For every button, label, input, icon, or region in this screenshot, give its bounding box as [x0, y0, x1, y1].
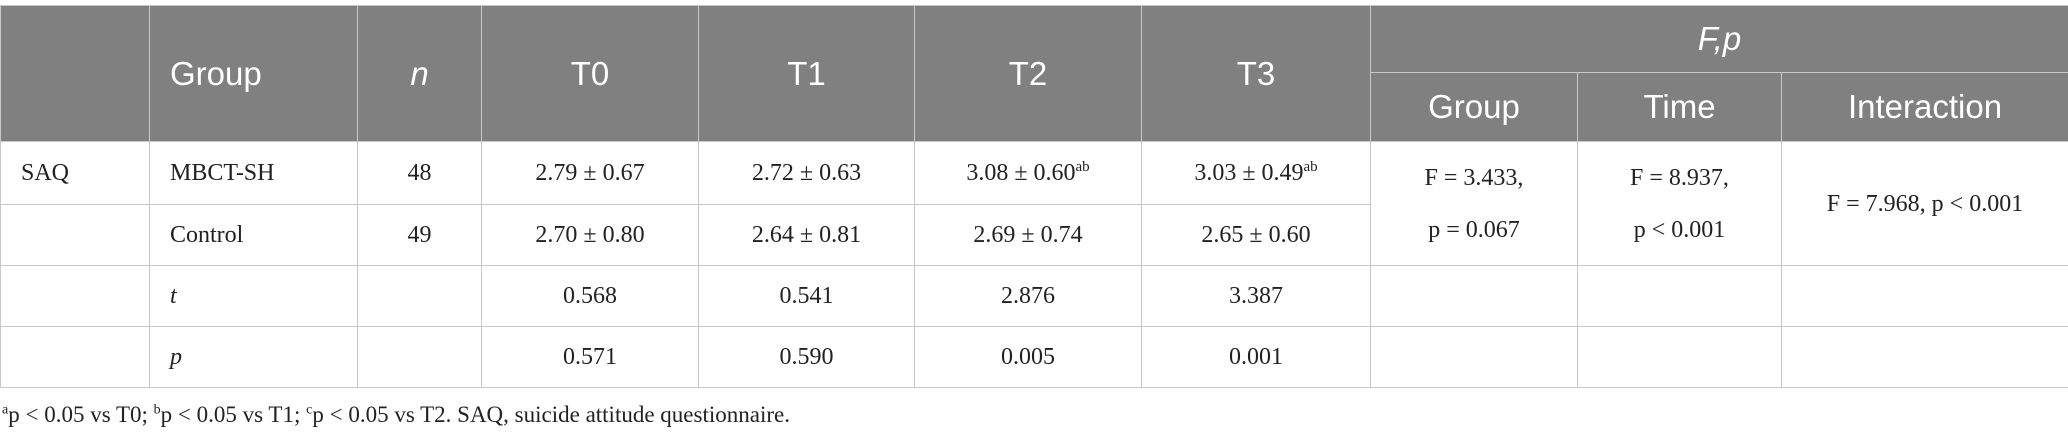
footnote-text: p < 0.05 vs T0;	[8, 402, 148, 427]
header-cell: Interaction	[1780, 72, 2068, 142]
value-text: 0.568	[563, 282, 617, 309]
stat-cell: F = 8.937, p < 0.001	[1577, 141, 1782, 266]
value-text: 2.79 ± 0.67	[535, 159, 645, 186]
value-text: 3.03 ± 0.49	[1194, 160, 1304, 186]
value-cell: 2.876	[914, 265, 1142, 327]
value-cell: 0.568	[481, 265, 699, 327]
value-text: 2.65 ± 0.60	[1201, 221, 1311, 248]
row-label	[0, 265, 150, 327]
value-cell: 2.69 ± 0.74	[914, 204, 1142, 266]
row-label	[0, 326, 150, 388]
value-cell: 2.70 ± 0.80	[481, 204, 699, 266]
header-cell: Group	[149, 5, 358, 142]
header-row: Group Time Interaction	[1, 72, 2068, 142]
table-header: Group n T0 T1 T2 T3 F,p Group Time Interaction	[0, 5, 2068, 142]
value-text: 3.08 ± 0.60	[966, 160, 1076, 186]
superscript: ab	[1303, 159, 1318, 175]
stat-line: F = 8.937,	[1630, 164, 1729, 191]
header-row: Group n T0 T1 T2 T3 F,p	[0, 5, 2068, 142]
value-cell: 2.72 ± 0.63	[698, 141, 915, 205]
value-cell: 3.387	[1141, 265, 1371, 327]
n-cell	[357, 265, 482, 327]
header-cell: T0	[481, 5, 699, 142]
stat-cell: F = 7.968, p < 0.001	[1780, 141, 2068, 266]
empty-cell	[1370, 326, 1578, 388]
group-cell: MBCT-SH	[149, 141, 358, 205]
footnote-mark: a	[2, 402, 9, 418]
empty-cell	[1577, 326, 1782, 388]
value-text: 2.70 ± 0.80	[535, 221, 645, 248]
value-text: 2.72 ± 0.63	[751, 159, 862, 186]
n-cell: 49	[357, 204, 482, 266]
value-cell: 0.571	[481, 326, 699, 388]
header-cell: T3	[1141, 5, 1371, 142]
stat-line: p < 0.001	[1633, 216, 1726, 243]
footnote-tail: SAQ, suicide attitude questionnaire.	[457, 402, 790, 427]
row-label	[0, 204, 150, 266]
value-cell: 2.79 ± 0.67	[481, 141, 699, 205]
value-text: 2.69 ± 0.74	[973, 221, 1083, 248]
value-text: 0.571	[563, 343, 617, 370]
table-row: Control 49 2.70 ± 0.80 2.64 ± 0.81 2.69 ± 0.…	[0, 204, 2068, 266]
table-row: t 0.568 0.541 2.876 3.387	[0, 265, 2068, 327]
value-text: 3.387	[1229, 282, 1283, 309]
value-cell: 2.64 ± 0.81	[698, 204, 915, 266]
empty-cell	[1370, 265, 1578, 327]
value-cell: 0.541	[698, 265, 915, 327]
value-cell: 3.08 ± 0.60ab	[914, 141, 1142, 205]
header-cell: F,p	[1369, 5, 2068, 73]
table-row: SAQ MBCT-SH 48 2.79 ± 0.67 2.72 ± 0.63 3.08 ±…	[0, 141, 2068, 266]
superscript: ab	[1075, 159, 1090, 175]
stat-line: p = 0.067	[1428, 216, 1520, 243]
value-text: 2.64 ± 0.81	[751, 221, 862, 248]
n-cell: 48	[357, 141, 482, 205]
group-cell: t	[149, 265, 358, 327]
value-cell: 0.001	[1141, 326, 1371, 388]
footnote-text: p < 0.05 vs T2.	[312, 402, 452, 427]
value-text: 0.541	[779, 282, 834, 309]
value-text: 2.876	[1001, 282, 1055, 309]
table-body: SAQ MBCT-SH 48 2.79 ± 0.67 2.72 ± 0.63 3.08 ±…	[0, 141, 2068, 388]
n-cell	[357, 326, 482, 388]
value-cell: 0.590	[698, 326, 915, 388]
value-text: 0.590	[779, 343, 834, 370]
results-table: Group n T0 T1 T2 T3 F,p Group Time Interaction SA…	[0, 5, 2068, 388]
header-cell: Group	[1370, 72, 1578, 142]
empty-cell	[1780, 265, 2068, 327]
value-cell: 0.005	[914, 326, 1142, 388]
stat-line: F = 7.968, p < 0.001	[1826, 190, 2024, 217]
footnote-text: p < 0.05 vs T1;	[160, 402, 301, 427]
footnote-mark: b	[153, 402, 161, 418]
empty-cell	[1780, 326, 2068, 388]
group-cell: Control	[149, 204, 358, 266]
header-cell: T1	[698, 5, 915, 142]
value-text: 0.005	[1001, 343, 1055, 370]
header-cell: n	[357, 5, 482, 142]
value-cell: 3.03 ± 0.49ab	[1141, 141, 1371, 205]
stat-cell: F = 3.433, p = 0.067	[1370, 141, 1578, 266]
header-cell: T2	[914, 5, 1142, 142]
row-label: SAQ	[0, 141, 150, 205]
footnote: ap < 0.05 vs T0; bp < 0.05 vs T1; cp < 0…	[2, 402, 790, 428]
table-row: p 0.571 0.590 0.005 0.001	[0, 326, 2068, 388]
header-cell	[0, 5, 150, 142]
stat-line: F = 3.433,	[1424, 164, 1524, 191]
header-cell: Time	[1577, 72, 1782, 142]
empty-cell	[1577, 265, 1782, 327]
footnote-mark: c	[306, 402, 313, 418]
group-cell: p	[149, 326, 358, 388]
value-cell: 2.65 ± 0.60	[1141, 204, 1371, 266]
value-text: 0.001	[1229, 343, 1283, 370]
